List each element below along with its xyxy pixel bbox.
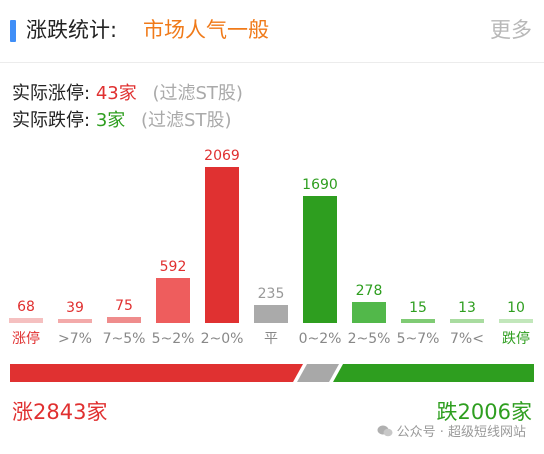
category-label: 2~5% — [347, 331, 391, 347]
up-down-ratio-bar — [10, 364, 534, 382]
category-label: 2~0% — [200, 331, 244, 347]
bar-6 — [303, 196, 337, 323]
ratio-down-segment — [333, 364, 534, 382]
bar-9 — [450, 319, 484, 323]
bar-4 — [205, 167, 239, 323]
bar-value-label: 592 — [159, 259, 187, 275]
wechat-icon — [377, 425, 393, 437]
bar-5 — [254, 305, 288, 323]
limit-down-label: 实际跌停: — [12, 110, 91, 131]
more-link[interactable]: 更多 — [490, 18, 532, 42]
limit-down-stat: 实际跌停: 3家 (过滤ST股) — [12, 109, 231, 133]
limit-down-filter-note: (过滤ST股) — [141, 110, 232, 131]
bar-10 — [499, 319, 533, 323]
distribution-bar-chart: 68 涨停 39 >7% 75 7~5% 592 5~2% 2069 2~0% 235 平 1690 0~… — [0, 140, 544, 360]
header: 涨跌统计: 市场人气一般 更多 — [0, 0, 544, 63]
category-label: 5~7% — [396, 331, 440, 347]
bar-2 — [107, 317, 141, 323]
bar-0 — [9, 318, 43, 323]
category-label: 跌停 — [502, 331, 530, 347]
limit-down-value: 3家 — [95, 110, 126, 131]
title-accent-bar — [10, 20, 16, 42]
bar-value-label: 75 — [115, 298, 133, 314]
bar-value-label: 2069 — [204, 148, 240, 164]
bar-value-label: 10 — [507, 300, 525, 316]
category-label: 平 — [264, 331, 278, 347]
bar-value-label: 13 — [458, 300, 476, 316]
bar-3 — [156, 278, 190, 323]
category-label: >7% — [58, 331, 92, 347]
bar-value-label: 1690 — [302, 177, 338, 193]
limit-up-label: 实际涨停: — [12, 83, 91, 104]
category-label: 涨停 — [12, 331, 40, 347]
limit-up-stat: 实际涨停: 43家 (过滤ST股) — [12, 82, 243, 106]
market-sentiment: 市场人气一般 — [143, 18, 269, 42]
limit-up-value: 43家 — [95, 83, 137, 104]
ratio-up-segment — [10, 364, 304, 382]
bar-value-label: 278 — [355, 283, 383, 299]
category-label: 0~2% — [298, 331, 342, 347]
bar-7 — [352, 302, 386, 323]
bar-8 — [401, 319, 435, 323]
limit-up-filter-note: (过滤ST股) — [152, 83, 243, 104]
bar-value-label: 235 — [257, 286, 285, 302]
ratio-flat-segment — [297, 364, 340, 382]
section-title: 涨跌统计: — [26, 18, 118, 42]
bar-1 — [58, 319, 92, 323]
category-label: 7%< — [450, 331, 484, 347]
fall-total: 跌2006家 — [436, 400, 532, 424]
bar-value-label: 68 — [17, 299, 35, 315]
ratio-bar-graphic — [10, 364, 534, 382]
bar-value-label: 39 — [66, 300, 84, 316]
watermark: 公众号 · 超级短线网站 — [377, 424, 526, 442]
category-label: 5~2% — [151, 331, 195, 347]
watermark-text: 公众号 · 超级短线网站 — [396, 425, 526, 440]
category-label: 7~5% — [102, 331, 146, 347]
bar-value-label: 15 — [409, 300, 427, 316]
rise-total: 涨2843家 — [12, 400, 108, 424]
